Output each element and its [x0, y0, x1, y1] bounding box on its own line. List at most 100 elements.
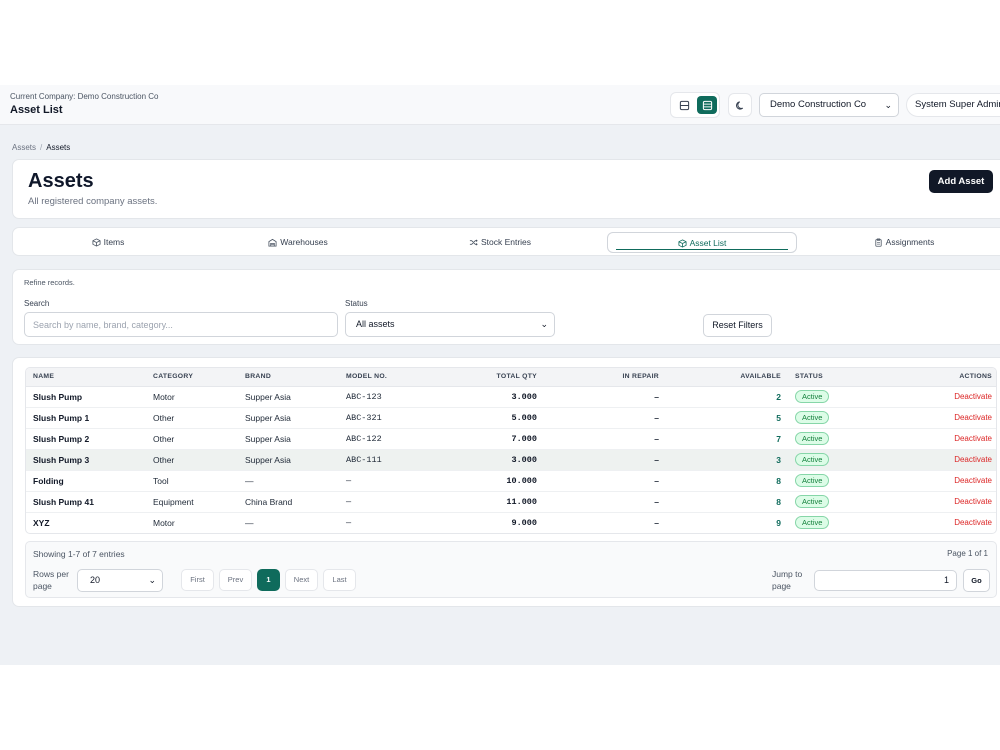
row-status-cell: Active: [781, 470, 851, 491]
row-deactivate-action[interactable]: Deactivate: [954, 455, 992, 464]
chevron-down-icon: ⌄: [884, 100, 892, 110]
compact-view-button[interactable]: [674, 96, 694, 114]
column-header-status[interactable]: STATUS: [781, 368, 851, 387]
row-brand-cell: —: [245, 475, 254, 486]
first-page-button[interactable]: First: [181, 569, 214, 591]
row-available-cell: 9: [776, 517, 781, 528]
row-total-qty-cell: 3.000: [511, 391, 537, 402]
page-1-button[interactable]: 1: [257, 569, 280, 591]
jump-to-page-input[interactable]: 1: [814, 570, 957, 591]
column-header-model[interactable]: MODEL NO.: [339, 368, 432, 387]
table-row[interactable]: Slush Pump 3 Other Supper Asia ABC-111 3.000…: [26, 449, 996, 470]
rows-per-page-label: Rows per page: [33, 569, 69, 591]
theme-toggle-button[interactable]: [728, 93, 752, 117]
table-row[interactable]: XYZ Motor — — 9.000 – 9 Active Deactivate: [26, 512, 996, 533]
row-deactivate-action[interactable]: Deactivate: [954, 476, 992, 485]
page-indicator: Page 1 of 1: [947, 549, 988, 558]
row-deactivate-action[interactable]: Deactivate: [954, 497, 992, 506]
tab-asset-list[interactable]: Asset List: [607, 232, 797, 253]
column-header-name[interactable]: NAME: [26, 368, 146, 387]
table-row[interactable]: Slush Pump 2 Other Supper Asia ABC-122 7.000…: [26, 428, 996, 449]
tab-stock-entries[interactable]: Stock Entries: [405, 232, 595, 253]
chevron-down-icon: ⌄: [148, 575, 156, 585]
row-total-qty-cell: 11.000: [506, 496, 537, 507]
page-title: Assets: [28, 170, 94, 192]
tab-label: Asset List: [689, 238, 727, 248]
user-name: System Super Admin: [915, 99, 1000, 110]
status-label: Status: [345, 299, 368, 308]
warehouse-icon: [268, 239, 277, 247]
company-select[interactable]: Demo Construction Co ⌄: [759, 93, 899, 117]
breadcrumb-separator: /: [40, 143, 43, 152]
status-badge: Active: [795, 390, 830, 403]
row-available-cell: 8: [776, 475, 781, 486]
row-model-cell: —: [346, 496, 352, 507]
row-brand-cell: Supper Asia: [245, 412, 291, 423]
row-deactivate-action[interactable]: Deactivate: [954, 518, 992, 528]
status-select[interactable]: All assets ⌄: [345, 312, 555, 337]
status-badge: Active: [795, 411, 830, 424]
page-description: All registered company assets.: [28, 196, 158, 207]
last-page-button[interactable]: Last: [323, 569, 356, 591]
row-model-cell: ABC-321: [346, 412, 382, 423]
add-asset-button[interactable]: Add Asset: [929, 170, 993, 193]
row-total-qty-cell: 9.000: [511, 517, 537, 528]
row-name-cell: Slush Pump 2: [33, 433, 90, 444]
table-row[interactable]: Folding Tool — — 10.000 – 8 Active Deactivate: [26, 470, 996, 491]
row-deactivate-action[interactable]: Deactivate: [954, 392, 992, 401]
column-header-available[interactable]: AVAILABLE: [659, 368, 781, 387]
moon-icon: [735, 100, 743, 110]
breadcrumb-link-assets[interactable]: Assets: [12, 143, 37, 152]
row-category-cell: Motor: [153, 517, 175, 528]
cube-icon: [678, 239, 687, 248]
row-in-repair-cell: –: [654, 391, 659, 402]
status-select-value: All assets: [356, 319, 395, 329]
search-input[interactable]: [24, 312, 338, 337]
row-available-cell: 8: [776, 496, 781, 507]
table-header-row: NAME CATEGORY BRAND MODEL NO. TOTAL QTY …: [26, 368, 996, 387]
row-in-repair-cell: –: [654, 517, 659, 528]
row-available-cell: 2: [776, 391, 781, 402]
row-model-cell: ABC-122: [346, 433, 382, 444]
next-page-button[interactable]: Next: [285, 569, 318, 591]
rows-per-page-select[interactable]: 20 ⌄: [77, 569, 163, 592]
row-status-cell: Active: [781, 428, 851, 449]
table-row[interactable]: Slush Pump Motor Supper Asia ABC-123 3.000 – 2…: [26, 386, 996, 407]
breadcrumb-current: Assets: [46, 143, 71, 152]
user-menu[interactable]: System Super Admin: [906, 93, 1000, 117]
row-brand-cell: China Brand: [245, 496, 293, 507]
search-label: Search: [24, 299, 50, 308]
row-name-cell: Folding: [33, 475, 64, 486]
status-badge: Active: [795, 495, 830, 508]
table-row[interactable]: Slush Pump 41 Equipment China Brand — 11.000…: [26, 491, 996, 512]
breadcrumb: Assets / Assets: [12, 143, 70, 152]
row-name-cell: Slush Pump: [33, 391, 83, 402]
row-deactivate-action[interactable]: Deactivate: [954, 413, 992, 422]
tab-label: Items: [103, 237, 125, 247]
row-deactivate-action[interactable]: Deactivate: [954, 434, 992, 443]
row-category-cell: Equipment: [153, 496, 194, 507]
column-header-brand[interactable]: BRAND: [238, 368, 339, 387]
page-heading: Asset List: [10, 104, 63, 116]
tab-items[interactable]: Items: [13, 232, 203, 253]
go-button[interactable]: Go: [963, 569, 990, 592]
tab-assignments[interactable]: Assignments: [809, 232, 999, 253]
reset-filters-button[interactable]: Reset Filters: [703, 314, 772, 337]
company-select-value: Demo Construction Co: [770, 99, 867, 110]
row-brand-cell: Supper Asia: [245, 433, 291, 444]
row-available-cell: 3: [776, 454, 781, 465]
table-row[interactable]: Slush Pump 1 Other Supper Asia ABC-321 5.000…: [26, 407, 996, 428]
status-badge: Active: [795, 516, 830, 530]
row-status-cell: Active: [781, 386, 851, 407]
row-model-cell: ABC-111: [346, 454, 382, 465]
list-view-button[interactable]: [697, 96, 717, 114]
row-status-cell: Active: [781, 491, 851, 512]
column-header-category[interactable]: CATEGORY: [146, 368, 238, 387]
split-layout-icon: [679, 100, 689, 110]
tab-warehouses[interactable]: Warehouses: [203, 232, 393, 253]
row-name-cell: Slush Pump 41: [33, 496, 94, 507]
list-layout-icon: [702, 100, 712, 110]
prev-page-button[interactable]: Prev: [219, 569, 252, 591]
column-header-in-repair[interactable]: IN REPAIR: [537, 368, 659, 387]
column-header-total-qty[interactable]: TOTAL QTY: [432, 368, 537, 387]
